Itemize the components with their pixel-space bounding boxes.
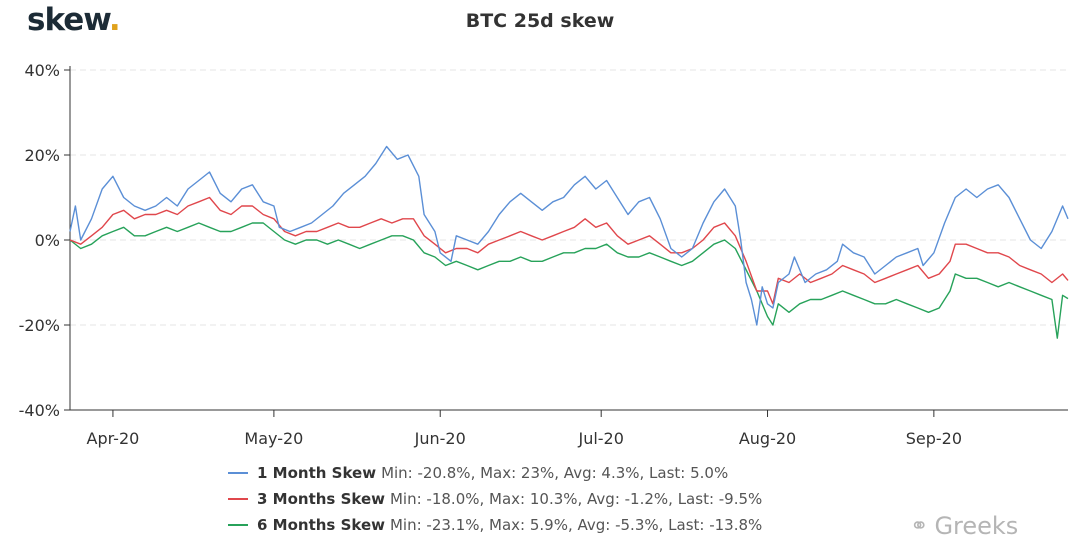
series-line-3-months	[69, 196, 1069, 305]
brand-logo: skew.	[27, 2, 121, 38]
legend-swatch-6-months	[228, 524, 248, 526]
legend-label-6-months: 6 Months Skew	[257, 516, 385, 534]
legend-stats-6-months: Min: -23.1%, Max: 5.9%, Avg: -5.3%, Last…	[389, 516, 763, 534]
chart-title: BTC 25d skew	[465, 10, 615, 32]
legend-label-1-month: 1 Month Skew	[257, 464, 377, 482]
x-tick-label: Apr-20	[87, 429, 140, 448]
legend-item-3-months[interactable]: 3 Months Skew Min: -18.0%, Max: 10.3%, A…	[228, 486, 762, 512]
x-tick-label: Jul-20	[577, 429, 623, 448]
y-tick-label: -40%	[19, 401, 60, 420]
y-tick-label: 20%	[24, 146, 60, 165]
y-tick-label: 40%	[24, 61, 60, 80]
x-tick-label: Jun-20	[414, 429, 466, 448]
x-tick-label: May-20	[244, 429, 303, 448]
legend-stats-1-month: Min: -20.8%, Max: 23%, Avg: 4.3%, Last: …	[381, 464, 729, 482]
y-tick-label: 0%	[35, 231, 60, 250]
watermark-text: Greeks	[934, 512, 1019, 540]
y-tick-label: -20%	[19, 316, 60, 335]
brand-dot: .	[108, 2, 121, 38]
chart-legend: 1 Month Skew Min: -20.8%, Max: 23%, Avg:…	[228, 460, 762, 538]
legend-swatch-1-month	[228, 472, 248, 474]
brand-name: skew	[27, 2, 110, 38]
legend-label-3-months: 3 Months Skew	[257, 490, 385, 508]
legend-stats-3-months: Min: -18.0%, Max: 10.3%, Avg: -1.2%, Las…	[389, 490, 763, 508]
x-tick-label: Aug-20	[739, 429, 796, 448]
x-tick-label: Sep-20	[906, 429, 962, 448]
watermark: ⚭ Greeks	[910, 512, 1018, 540]
legend-item-1-month[interactable]: 1 Month Skew Min: -20.8%, Max: 23%, Avg:…	[228, 460, 762, 486]
legend-item-6-months[interactable]: 6 Months Skew Min: -23.1%, Max: 5.9%, Av…	[228, 512, 762, 538]
series-line-1-month	[69, 145, 1069, 326]
series-line-6-months	[69, 222, 1069, 339]
legend-swatch-3-months	[228, 498, 248, 500]
wechat-icon: ⚭	[910, 513, 929, 539]
